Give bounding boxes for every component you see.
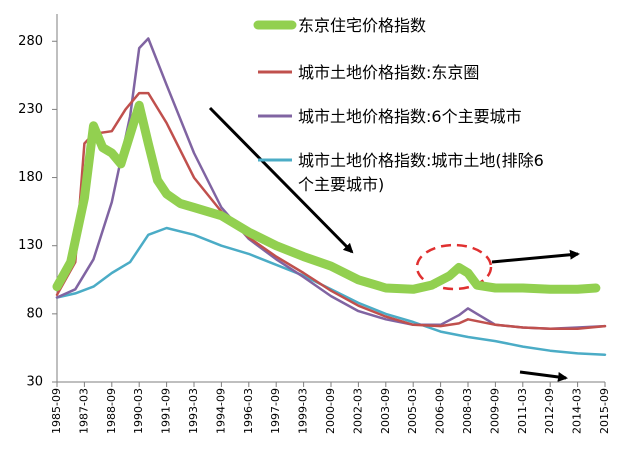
x-tick-label: 2009-09: [488, 388, 501, 434]
legend-label-1-0: 城市土地价格指数:东京圈: [298, 63, 479, 82]
y-tick-label: 130: [18, 238, 43, 253]
x-tick-label: 2000-09: [324, 388, 337, 434]
x-tick-label: 1987-03: [77, 388, 90, 434]
series-line-0: [52, 100, 601, 294]
y-tick-label: 230: [18, 102, 43, 117]
x-axis: 1985-09 1987-03 1988-09 1990-03 1991-09 1993-…: [50, 381, 611, 434]
y-tick-label: 80: [26, 306, 43, 321]
x-tick-label: 1996-03: [242, 388, 255, 434]
x-tick-label: 1985-09: [50, 388, 63, 434]
right-arrow-upper: [491, 249, 580, 264]
legend-label-0-0: 东京住宅价格指数: [298, 16, 426, 35]
legend-label-3-1: 个主要城市): [298, 175, 384, 194]
x-tick-label: 1991-09: [160, 388, 173, 434]
legend-label-3-0: 城市土地价格指数:城市土地(排除6: [298, 151, 544, 170]
highlight-ellipse: [415, 243, 493, 291]
x-tick-label: 2006-09: [434, 388, 447, 434]
legend-label-2-0: 城市土地价格指数:6个主要城市: [298, 107, 522, 126]
x-tick-label: 2008-03: [461, 388, 474, 434]
x-tick-label: 1990-03: [132, 388, 145, 434]
x-tick-label: 2011-03: [516, 388, 529, 434]
x-tick-label: 2003-09: [379, 388, 392, 434]
x-tick-label: 2005-03: [406, 388, 419, 434]
x-tick-label: 1993-03: [187, 388, 200, 434]
x-tick-label: 2012-09: [543, 388, 556, 434]
annotation-layer: [208, 106, 580, 382]
y-tick-label: 280: [18, 34, 43, 49]
trend-arrow: [208, 106, 354, 254]
right-arrow-lower: [519, 370, 568, 382]
x-tick-label: 1994-09: [214, 388, 227, 434]
x-tick-label: 1997-09: [269, 388, 282, 434]
x-tick-label: 2015-09: [598, 388, 611, 434]
x-tick-label: 2002-03: [351, 388, 364, 434]
y-axis: 30 80 130 180 230 280: [18, 14, 58, 390]
series-layer: [52, 37, 607, 356]
x-tick-label: 1988-09: [105, 388, 118, 434]
y-tick-label: 30: [26, 375, 43, 390]
series-line-1: [55, 91, 607, 331]
legend: 东京住宅价格指数城市土地价格指数:东京圈城市土地价格指数:6个主要城市城市土地价…: [253, 16, 544, 194]
x-tick-label: 2014-03: [571, 388, 584, 434]
x-tick-label: 1999-03: [297, 388, 310, 434]
y-tick-label: 180: [18, 170, 43, 185]
